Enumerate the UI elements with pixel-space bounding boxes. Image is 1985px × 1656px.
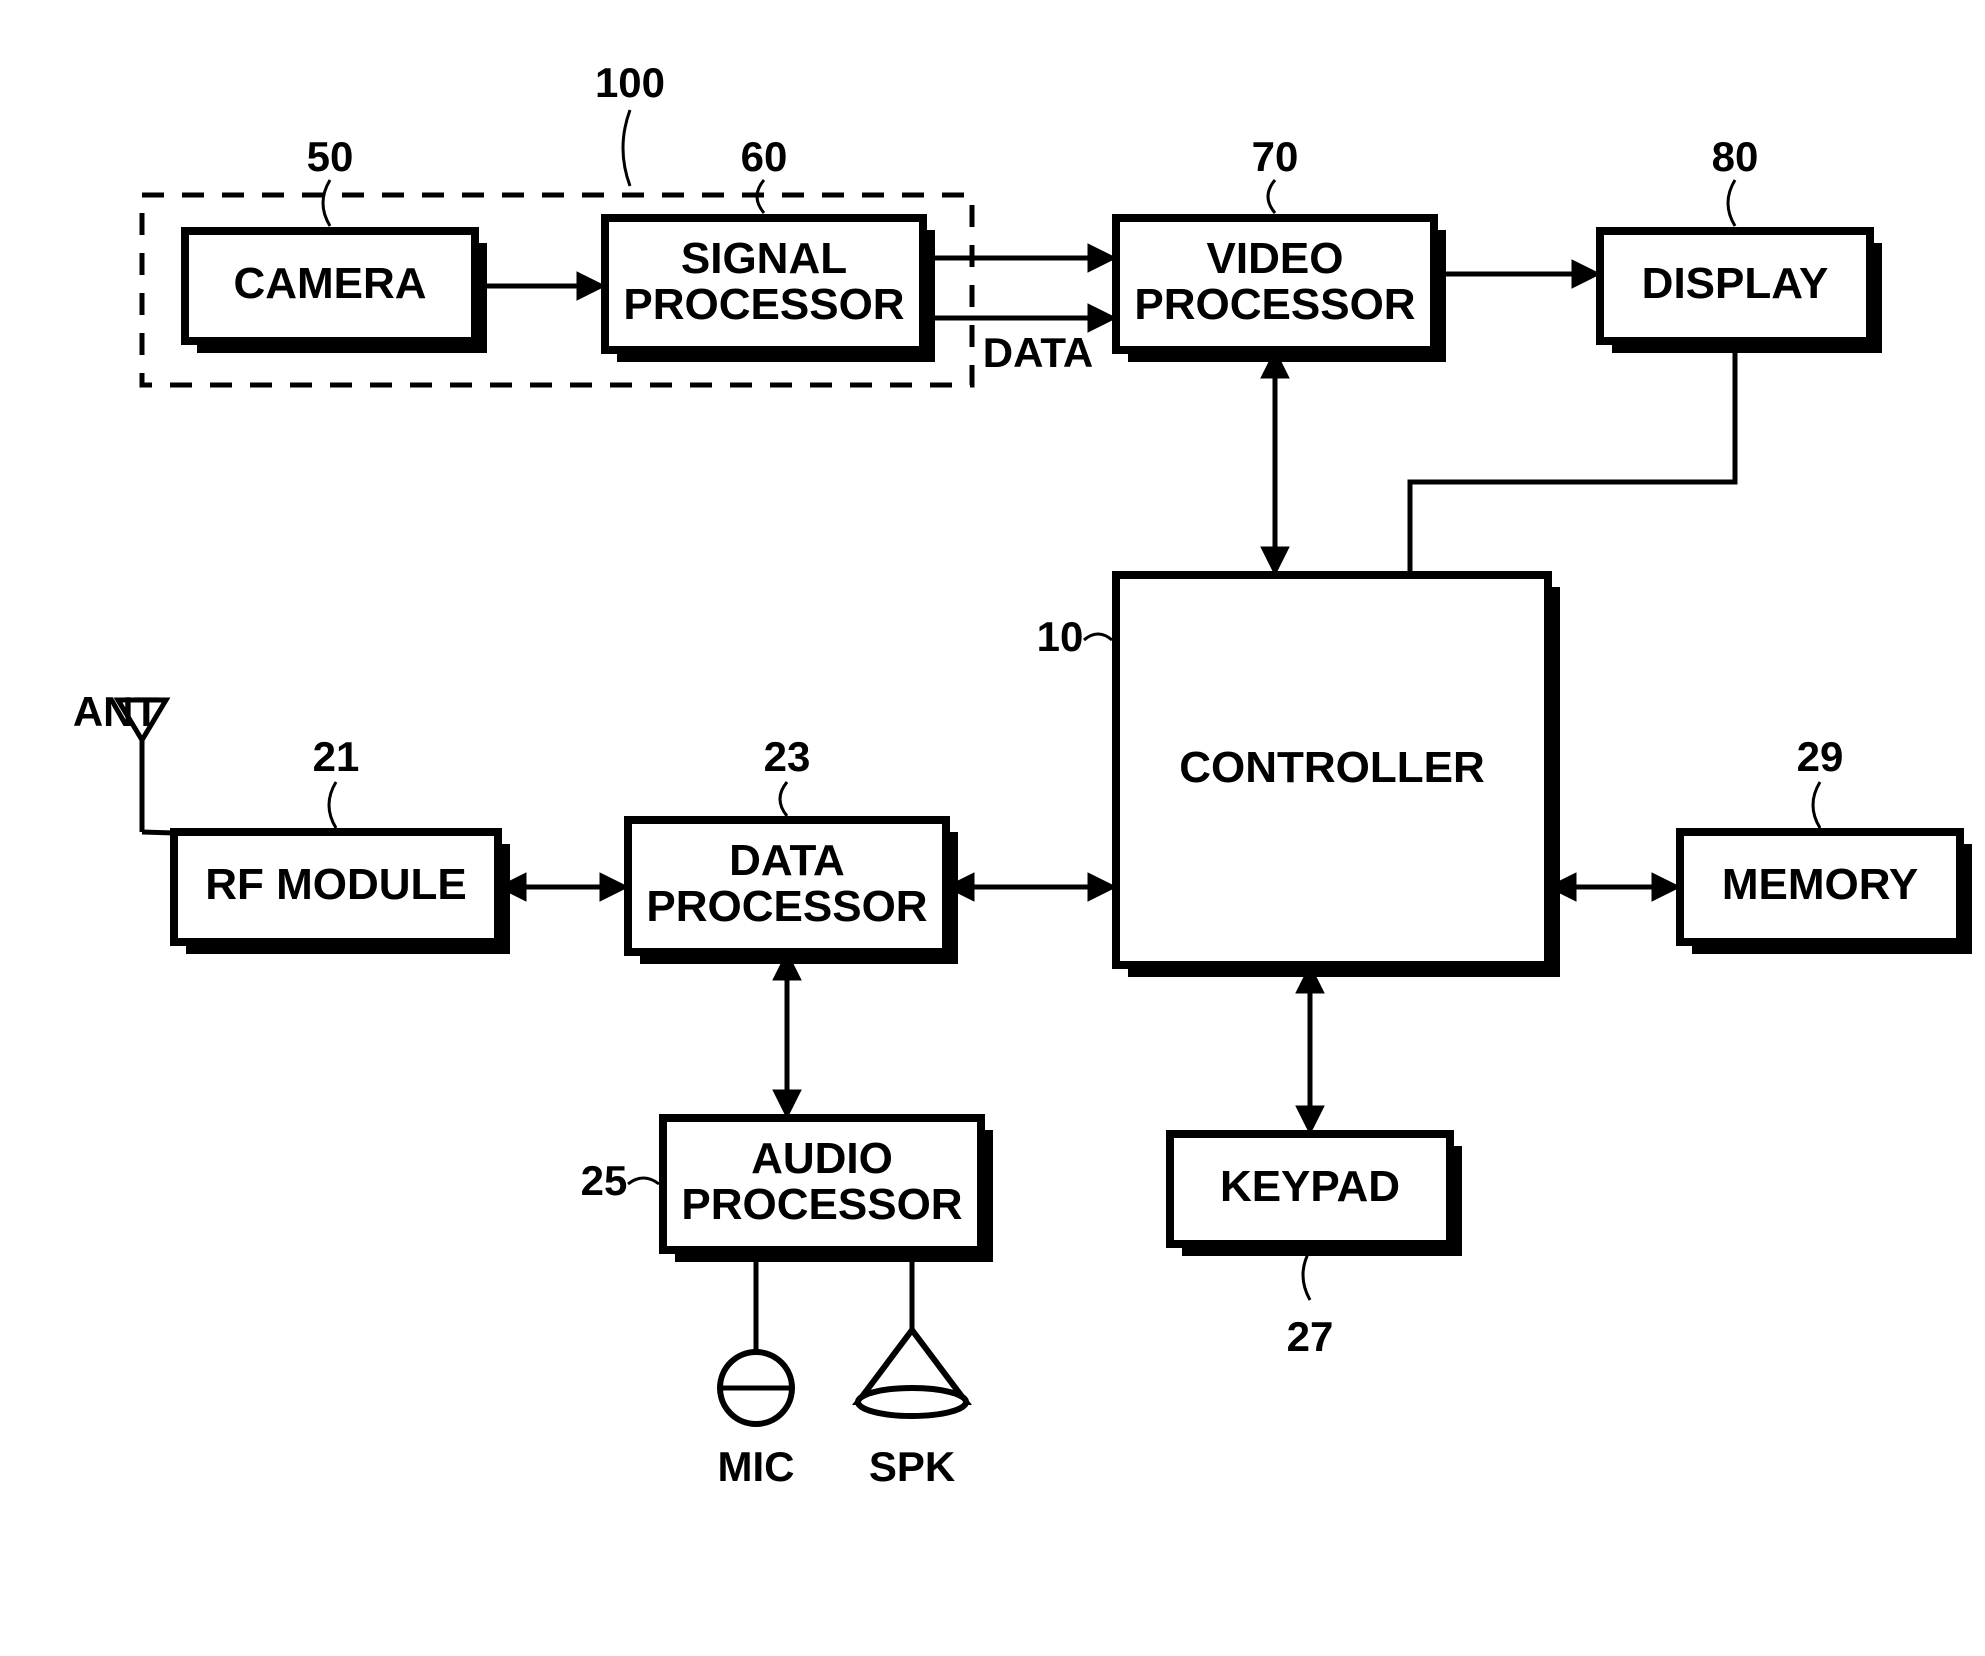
camera-ref: 50 (307, 133, 354, 180)
audioproc-ref: 25 (581, 1157, 628, 1204)
keypad-label: KEYPAD (1220, 1162, 1400, 1211)
group-ref-100: 100 (595, 59, 665, 106)
ctrl-label: CONTROLLER (1179, 743, 1485, 792)
label-mic: MIC (718, 1443, 795, 1490)
memory-label: MEMORY (1722, 860, 1918, 909)
keypad-ref: 27 (1287, 1313, 1334, 1360)
conn-ctrl-disp (1410, 341, 1735, 575)
memory-ref: 29 (1797, 733, 1844, 780)
rfmod-label: RF MODULE (205, 860, 467, 909)
dataproc-ref: 23 (764, 733, 811, 780)
ctrl-ref: 10 (1037, 613, 1084, 660)
label-ant: ANT (73, 688, 160, 735)
vidproc-ref: 70 (1252, 133, 1299, 180)
display-label: DISPLAY (1642, 259, 1829, 308)
display-ref: 80 (1712, 133, 1759, 180)
rfmod-ref: 21 (313, 733, 360, 780)
label-spk: SPK (869, 1443, 955, 1490)
sigproc-ref: 60 (741, 133, 788, 180)
camera-label: CAMERA (233, 259, 426, 308)
block-diagram-svg: 100CAMERA50SIGNALPROCESSOR60VIDEOPROCESS… (0, 0, 1985, 1656)
label-data: DATA (983, 329, 1093, 376)
